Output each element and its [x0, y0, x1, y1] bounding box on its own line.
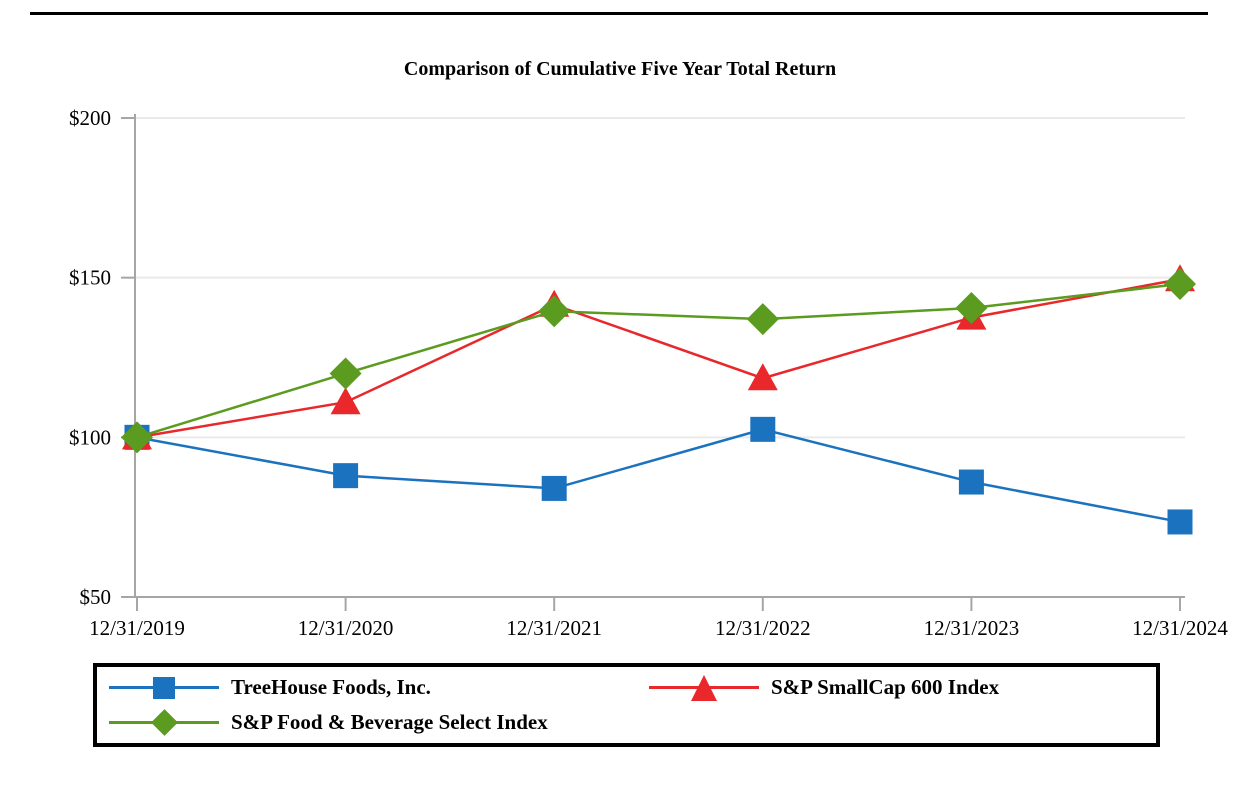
square-icon — [153, 676, 175, 699]
series-line-1 — [136, 278, 1181, 439]
data-marker-diamond — [1164, 268, 1196, 301]
data-marker-square — [1167, 509, 1193, 535]
data-marker-square — [333, 463, 359, 489]
data-marker-square — [541, 475, 567, 501]
data-marker-diamond — [955, 292, 988, 325]
diamond-icon — [150, 709, 178, 736]
data-marker-diamond — [746, 303, 779, 336]
data-marker-triangle — [747, 363, 778, 391]
x-axis-tick-label: 12/31/2024 — [1132, 616, 1228, 640]
x-axis-tick-label: 12/31/2023 — [924, 616, 1020, 640]
legend-label-foodbeverage: S&P Food & Beverage Select Index — [231, 710, 548, 734]
legend-item-foodbeverage: S&P Food & Beverage Select Index — [109, 707, 649, 739]
smallcap-triangle-marker-icon — [649, 674, 759, 702]
chart-title: Comparison of Cumulative Five Year Total… — [403, 58, 837, 80]
legend-item-smallcap: S&P SmallCap 600 Index — [649, 672, 1156, 704]
legend-label-treehouse: TreeHouse Foods, Inc. — [231, 675, 431, 699]
data-marker-square — [958, 469, 984, 495]
top-divider-rule — [30, 12, 1208, 15]
y-axis-tick-label: $50 — [80, 585, 112, 609]
triangle-icon — [691, 674, 717, 701]
series-line-0 — [136, 428, 1181, 524]
treehouse-square-marker-icon — [109, 674, 219, 702]
x-axis-tick-label: 12/31/2021 — [506, 616, 602, 640]
data-marker-diamond — [329, 357, 362, 390]
data-marker-diamond — [121, 421, 153, 454]
legend-item-treehouse: TreeHouse Foods, Inc. — [109, 672, 649, 704]
y-axis-tick-label: $100 — [69, 425, 111, 449]
data-marker-square — [750, 416, 776, 442]
x-axis-tick-label: 12/31/2022 — [715, 616, 811, 640]
series-line-2 — [136, 282, 1181, 439]
data-marker-diamond — [538, 295, 571, 328]
foodbeverage-diamond-marker-icon — [109, 709, 219, 737]
data-marker-triangle — [330, 387, 361, 415]
x-axis-tick-label: 12/31/2019 — [89, 616, 185, 640]
chart-legend: TreeHouse Foods, Inc. S&P SmallCap 600 I… — [93, 663, 1160, 747]
y-axis-tick-label: $150 — [69, 266, 111, 290]
legend-label-smallcap: S&P SmallCap 600 Index — [771, 675, 1000, 699]
y-axis-tick-label: $200 — [69, 106, 111, 130]
x-axis-tick-label: 12/31/2020 — [298, 616, 394, 640]
